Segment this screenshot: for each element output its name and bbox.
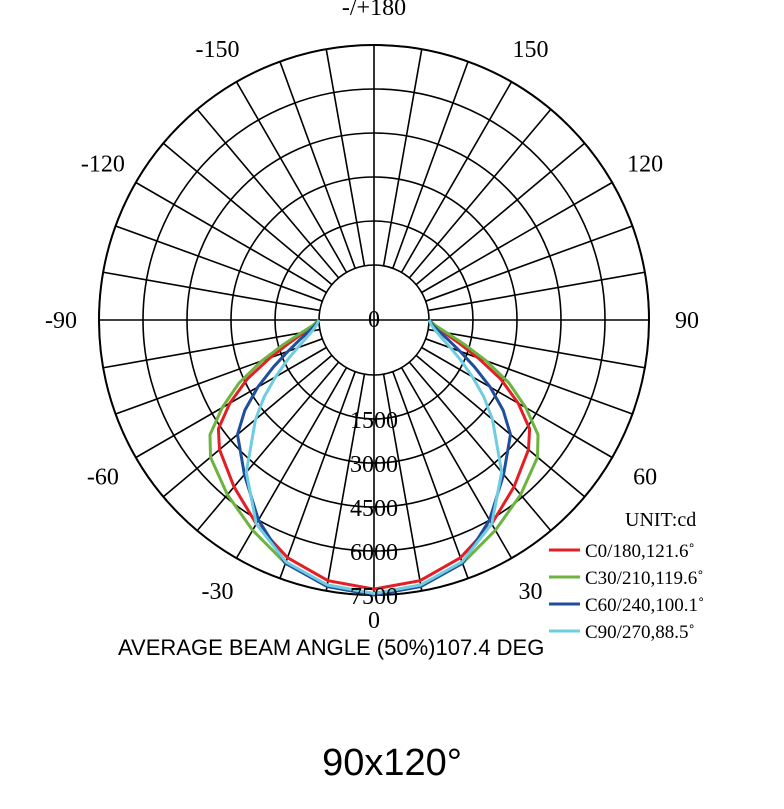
radial-tick-label: 7500 [350, 584, 398, 610]
grid-spoke [162, 354, 333, 498]
grid-spoke [425, 225, 633, 302]
grid-spoke [235, 367, 348, 559]
series-curve-2 [236, 319, 512, 597]
grid-spoke [428, 328, 645, 369]
grid-spoke [115, 225, 323, 302]
legend-label: C90/270,88.5˚ [585, 622, 695, 643]
grid-spoke [325, 374, 366, 591]
grid-spoke [421, 181, 613, 294]
angle-label: 150 [513, 37, 549, 63]
grid-spoke [392, 371, 469, 579]
grid-spoke [162, 142, 333, 286]
grid-spoke [400, 367, 513, 559]
grid-spoke [408, 108, 552, 279]
angle-label: -60 [87, 465, 119, 491]
grid-spoke [382, 49, 423, 266]
radial-tick-label: 4500 [350, 496, 398, 522]
angle-label: 120 [627, 152, 663, 178]
grid-spoke [196, 108, 340, 279]
polar-grid [98, 44, 650, 596]
radial-tick-label: 6000 [350, 540, 398, 566]
grid-spoke [279, 61, 356, 269]
grid-spoke [325, 49, 366, 266]
grid-spoke [415, 354, 586, 498]
angle-label: 90 [675, 308, 699, 334]
angle-label: -/+180 [342, 0, 406, 21]
grid-spoke [408, 361, 552, 532]
radial-tick-label: 3000 [350, 452, 398, 478]
grid-spoke [196, 361, 340, 532]
grid-spoke [400, 81, 513, 273]
beam-angle-text: AVERAGE BEAM ANGLE (50%)107.4 DEG [118, 635, 544, 660]
legend-label: C30/210,119.6˚ [585, 568, 704, 589]
radial-tick-label: 0 [368, 307, 380, 333]
angle-label: 30 [519, 579, 543, 605]
grid-spoke [135, 181, 327, 294]
angle-label: -90 [45, 308, 77, 334]
legend-label: C60/240,100.1˚ [585, 595, 704, 616]
grid-spoke [392, 61, 469, 269]
series-curve-3 [244, 319, 504, 595]
angle-label: -120 [81, 152, 125, 178]
legend-label: C0/180,121.6˚ [585, 541, 695, 562]
angle-labels: -/+180 150 -150 120 -120 90 -90 60 -60 30 -30 0 [45, 0, 699, 634]
grid-spoke [235, 81, 348, 273]
grid-spoke [428, 271, 645, 312]
legend: C0/180,121.6˚ C30/210,119.6˚ C60/240,100.1… [549, 541, 704, 643]
beam-caption: 90x120° [322, 742, 462, 784]
angle-label: -150 [196, 37, 240, 63]
angle-label: 60 [633, 465, 657, 491]
radial-tick-label: 1500 [350, 408, 398, 434]
grid-spoke [415, 142, 586, 286]
angle-label: -30 [202, 579, 234, 605]
unit-label: UNIT:cd [625, 509, 696, 531]
intensity-curves [208, 318, 540, 597]
series-curve-0 [216, 318, 532, 591]
grid-spoke [103, 271, 320, 312]
angle-label: 0 [368, 608, 380, 634]
grid-spoke [103, 328, 320, 369]
grid-spoke [279, 371, 356, 579]
radial-tick-labels: 0 1500 3000 4500 6000 7500 [350, 307, 398, 610]
grid-spoke [382, 374, 423, 591]
